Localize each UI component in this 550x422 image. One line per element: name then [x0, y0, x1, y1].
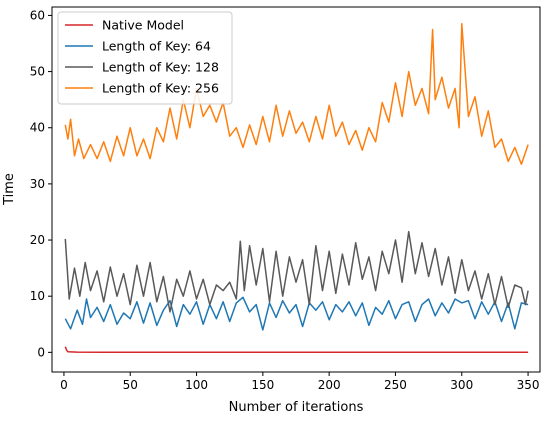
- x-tick-label: 200: [318, 378, 341, 392]
- axes-layer: 0 50 100 150 200 250 300 350 0 10 20 30 40 50 60: [30, 6, 541, 392]
- legend-box: [57, 11, 233, 105]
- y-tick-label: 10: [30, 289, 45, 303]
- series-line-2: [64, 296, 529, 331]
- x-tick-label: 150: [251, 378, 274, 392]
- y-tick-label: 40: [30, 121, 45, 135]
- legend-label: Native Model: [102, 18, 184, 33]
- series-layer: [64, 23, 529, 353]
- x-tick-label: 250: [384, 378, 407, 392]
- legend-label: Length of Key: 128: [102, 60, 219, 75]
- y-tick-label: 60: [30, 8, 45, 22]
- legend-label: Length of Key: 64: [102, 39, 211, 54]
- x-tick-label: 350: [517, 378, 540, 392]
- x-tick-label: 0: [60, 378, 68, 392]
- y-tick-label: 50: [30, 65, 45, 79]
- plot-frame: [51, 6, 541, 373]
- y-tick-label: 20: [30, 233, 45, 247]
- legend: Native Model Length of Key: 64 Length of K…: [57, 11, 233, 105]
- x-tick-label: 50: [123, 378, 138, 392]
- x-tick-label: 300: [450, 378, 473, 392]
- x-tick-label: 100: [185, 378, 208, 392]
- series-line-3: [64, 230, 529, 313]
- legend-label: Length of Key: 256: [102, 81, 219, 96]
- series-line-1: [64, 346, 529, 353]
- series-line-4: [64, 23, 529, 165]
- x-axis-label: Number of iterations: [229, 400, 364, 415]
- y-axis-label: Time: [2, 173, 17, 206]
- y-tick-label: 0: [37, 345, 45, 359]
- y-tick-label: 30: [30, 177, 45, 191]
